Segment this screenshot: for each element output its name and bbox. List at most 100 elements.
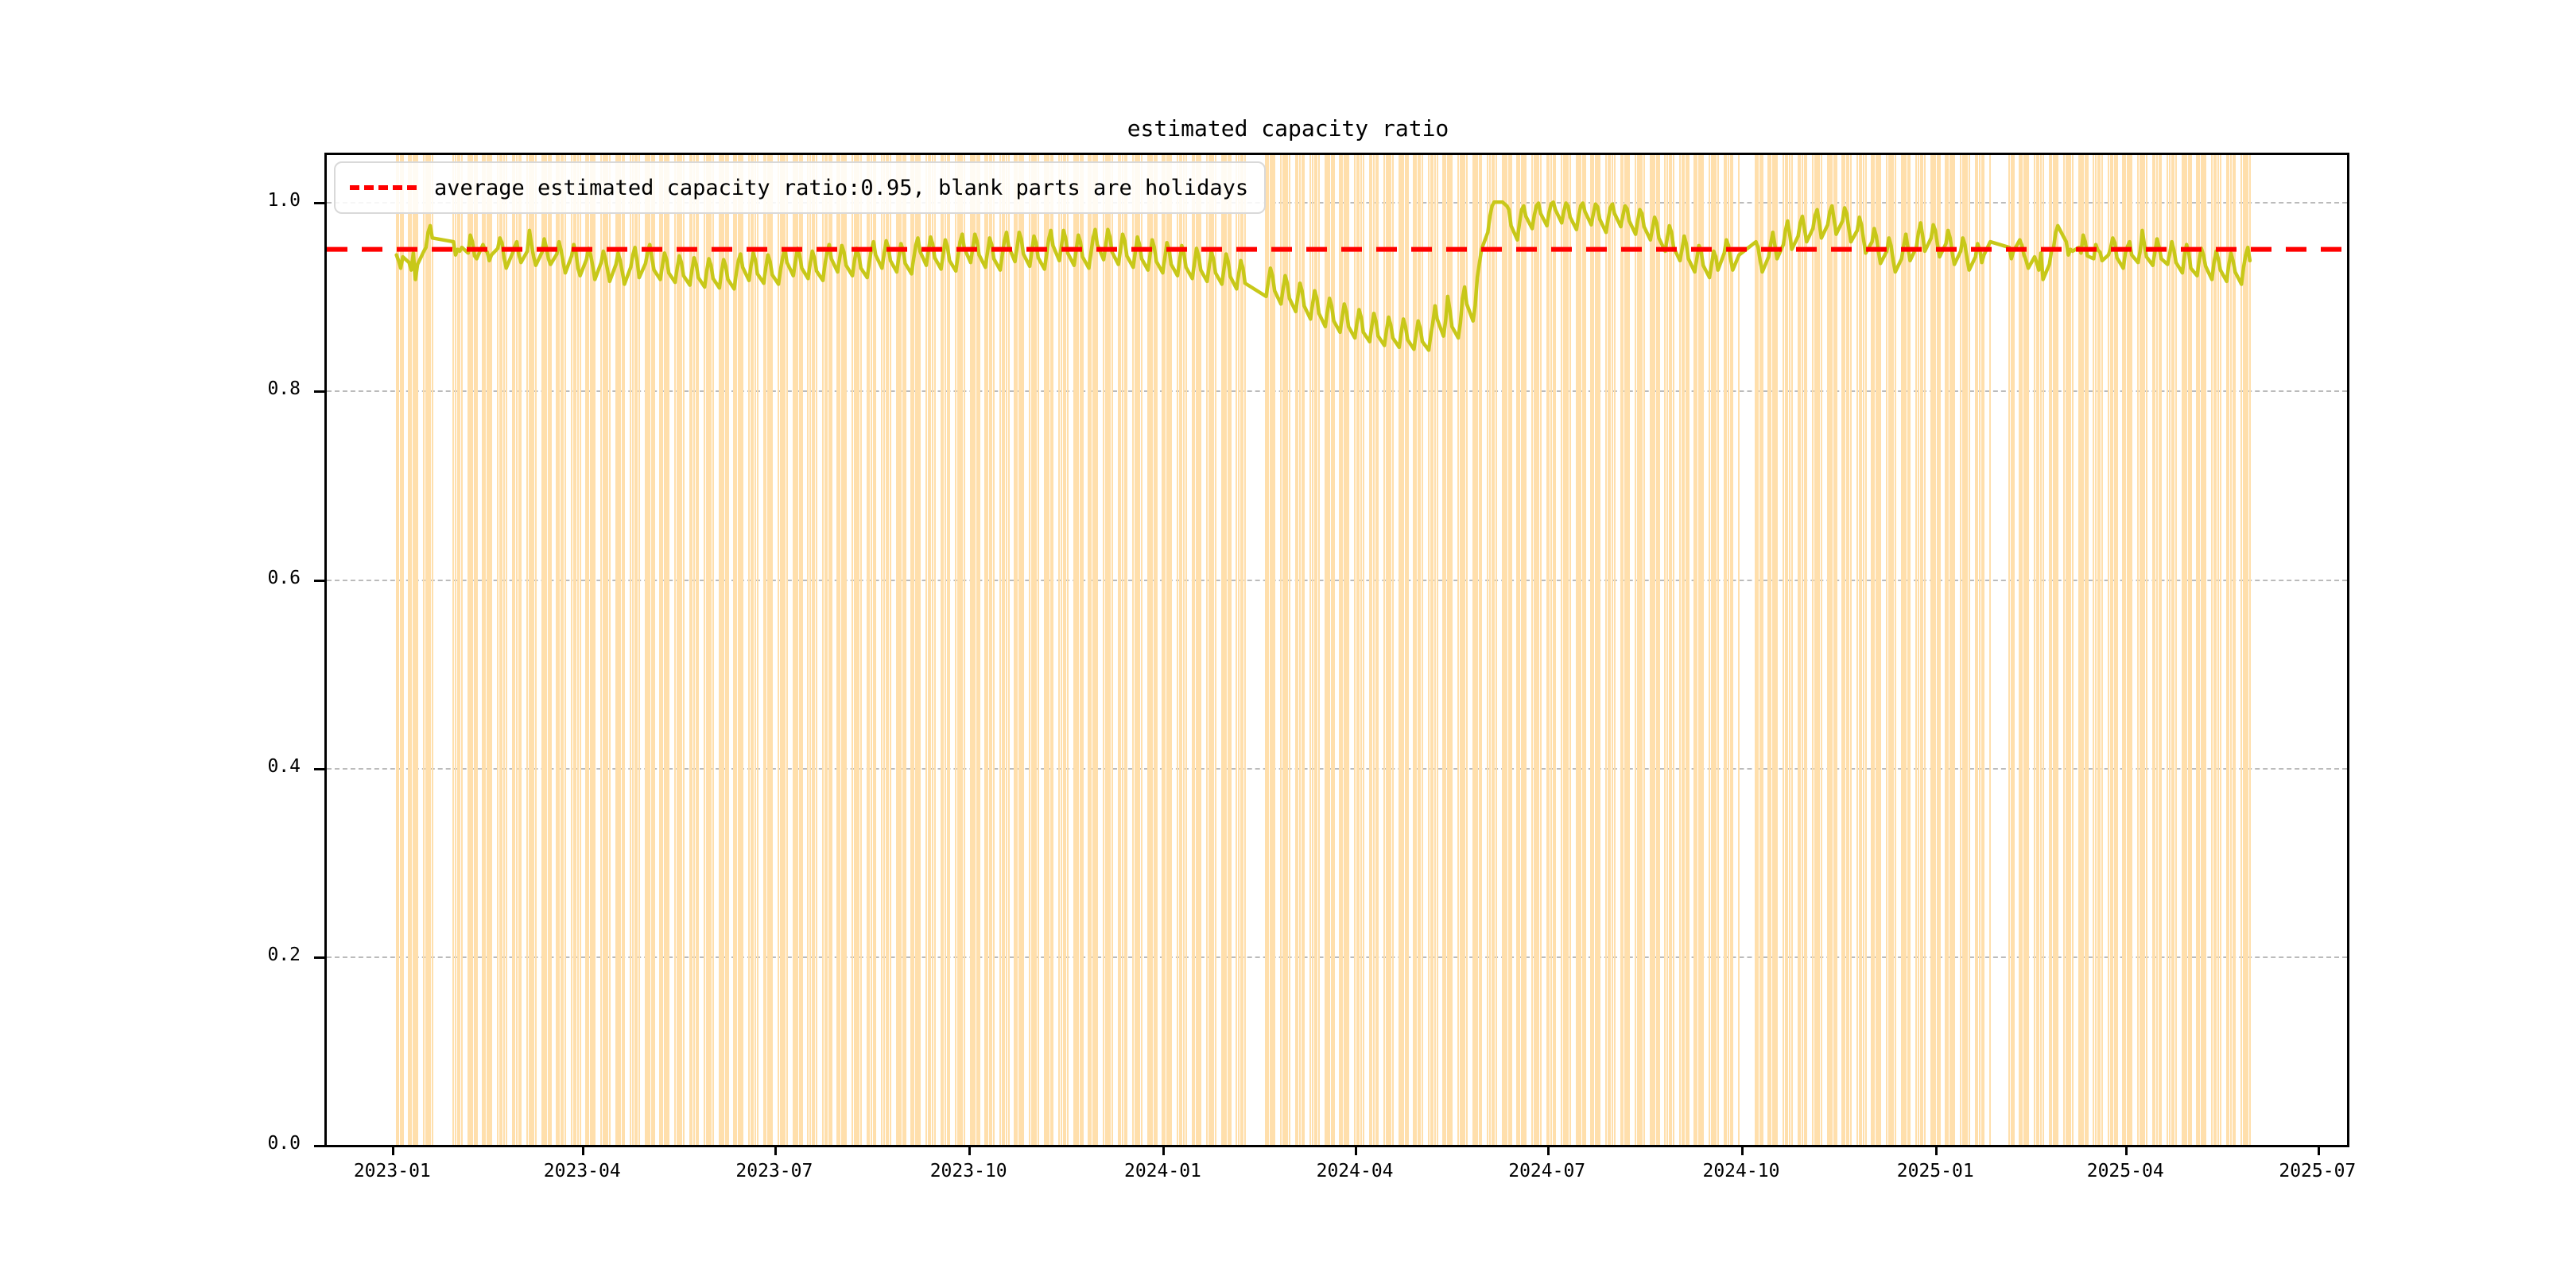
workday-bar bbox=[1516, 155, 1519, 1145]
workday-bar bbox=[2183, 155, 2186, 1145]
workday-bar bbox=[2097, 155, 2099, 1145]
workday-bar bbox=[410, 155, 413, 1145]
legend-label: average estimated capacity ratio:0.95, b… bbox=[434, 175, 1249, 200]
workday-bar bbox=[1360, 155, 1363, 1145]
workday-bar bbox=[1311, 155, 1314, 1145]
workday-bar bbox=[942, 155, 945, 1145]
workday-bar bbox=[883, 155, 886, 1145]
workday-bar bbox=[1565, 155, 1567, 1145]
workday-bar bbox=[778, 155, 780, 1145]
workday-bar bbox=[545, 155, 548, 1145]
workday-bar bbox=[417, 155, 419, 1145]
workday-bar bbox=[900, 155, 902, 1145]
workday-bar bbox=[1577, 155, 1580, 1145]
workday-bar bbox=[1787, 155, 1789, 1145]
workday-bar bbox=[988, 155, 991, 1145]
y-tick-label: 0.6 bbox=[267, 567, 301, 588]
workday-bar bbox=[904, 155, 906, 1145]
workday-bar bbox=[1678, 155, 1682, 1145]
gridline bbox=[327, 579, 2347, 581]
workday-bar bbox=[1398, 155, 1400, 1145]
workday-bar bbox=[501, 155, 503, 1145]
workday-bar bbox=[735, 155, 738, 1145]
workday-bar bbox=[1487, 155, 1489, 1145]
workday-bar bbox=[762, 155, 765, 1145]
workday-bar bbox=[2019, 155, 2021, 1145]
workday-bar bbox=[619, 155, 622, 1145]
workday-bar bbox=[2202, 155, 2205, 1145]
workday-bar bbox=[473, 155, 475, 1145]
workday-bar bbox=[1375, 155, 1377, 1145]
workday-bar bbox=[1932, 155, 1934, 1145]
workday-bar bbox=[1936, 155, 1938, 1145]
workday-bar bbox=[1598, 155, 1601, 1145]
workday-bar bbox=[2054, 155, 2057, 1145]
workday-bar bbox=[1959, 155, 1962, 1145]
workday-bar bbox=[1668, 155, 1670, 1145]
workday-bar bbox=[2071, 155, 2074, 1145]
workday-bar bbox=[1875, 155, 1877, 1145]
workday-bar bbox=[621, 155, 623, 1145]
workday-bar bbox=[692, 155, 696, 1145]
workday-bar bbox=[720, 155, 723, 1145]
workday-bar bbox=[2012, 155, 2015, 1145]
workday-bar bbox=[1134, 155, 1137, 1145]
workday-bar bbox=[1685, 155, 1688, 1145]
workday-bar bbox=[2025, 155, 2027, 1145]
workday-bar bbox=[1223, 155, 1225, 1145]
workday-bar bbox=[570, 155, 573, 1145]
workday-bar bbox=[1119, 155, 1122, 1145]
workday-bar bbox=[2171, 155, 2173, 1145]
workday-bar bbox=[1732, 155, 1734, 1145]
workday-bar bbox=[1714, 155, 1717, 1145]
workday-bar bbox=[1917, 155, 1920, 1145]
workday-bar bbox=[1537, 155, 1540, 1145]
workday-bar bbox=[1806, 155, 1808, 1145]
workday-bar bbox=[2139, 155, 2141, 1145]
workday-bar bbox=[1066, 155, 1069, 1145]
workday-bar bbox=[1562, 155, 1565, 1145]
workday-bar bbox=[1047, 155, 1050, 1145]
workday-bar bbox=[427, 155, 429, 1145]
workday-bar bbox=[2099, 155, 2101, 1145]
workday-bar bbox=[1430, 155, 1432, 1145]
workday-bar bbox=[811, 155, 813, 1145]
capacity-ratio-polyline bbox=[394, 200, 2252, 352]
workday-bar bbox=[1520, 155, 1523, 1145]
workday-bar bbox=[1658, 155, 1660, 1145]
workday-bar bbox=[1324, 155, 1326, 1145]
workday-bar bbox=[589, 155, 592, 1145]
workday-bar bbox=[1858, 155, 1860, 1145]
workday-bar bbox=[1909, 155, 1911, 1145]
workday-bar bbox=[2137, 155, 2140, 1145]
workday-bar bbox=[940, 155, 942, 1145]
workday-bar bbox=[1282, 155, 1284, 1145]
workday-bar bbox=[515, 155, 518, 1145]
workday-bar bbox=[868, 155, 871, 1145]
x-tick-mark bbox=[1355, 1145, 1358, 1155]
workday-bar bbox=[1151, 155, 1154, 1145]
workday-bar bbox=[1162, 155, 1164, 1145]
x-tick-label: 2025-07 bbox=[2279, 1161, 2357, 1181]
workday-bar bbox=[2042, 155, 2044, 1145]
workday-bar bbox=[1880, 155, 1882, 1145]
workday-bar bbox=[1212, 155, 1215, 1145]
workday-bar bbox=[533, 155, 535, 1145]
workday-bar bbox=[1461, 155, 1464, 1145]
workday-bar bbox=[1833, 155, 1835, 1145]
workday-bar bbox=[1784, 155, 1787, 1145]
workday-bar bbox=[1814, 155, 1816, 1145]
workday-bar bbox=[1117, 155, 1119, 1145]
workday-bar bbox=[1170, 155, 1173, 1145]
workday-bar bbox=[2186, 155, 2188, 1145]
workday-bar bbox=[1075, 155, 1077, 1145]
workday-bar bbox=[1102, 155, 1105, 1145]
workday-bar bbox=[1224, 155, 1228, 1145]
workday-bar bbox=[600, 155, 603, 1145]
workday-bar bbox=[1214, 155, 1216, 1145]
workday-bar bbox=[2124, 155, 2127, 1145]
workday-bar bbox=[2113, 155, 2116, 1145]
workday-bar bbox=[1132, 155, 1135, 1145]
workday-bar bbox=[2225, 155, 2228, 1145]
